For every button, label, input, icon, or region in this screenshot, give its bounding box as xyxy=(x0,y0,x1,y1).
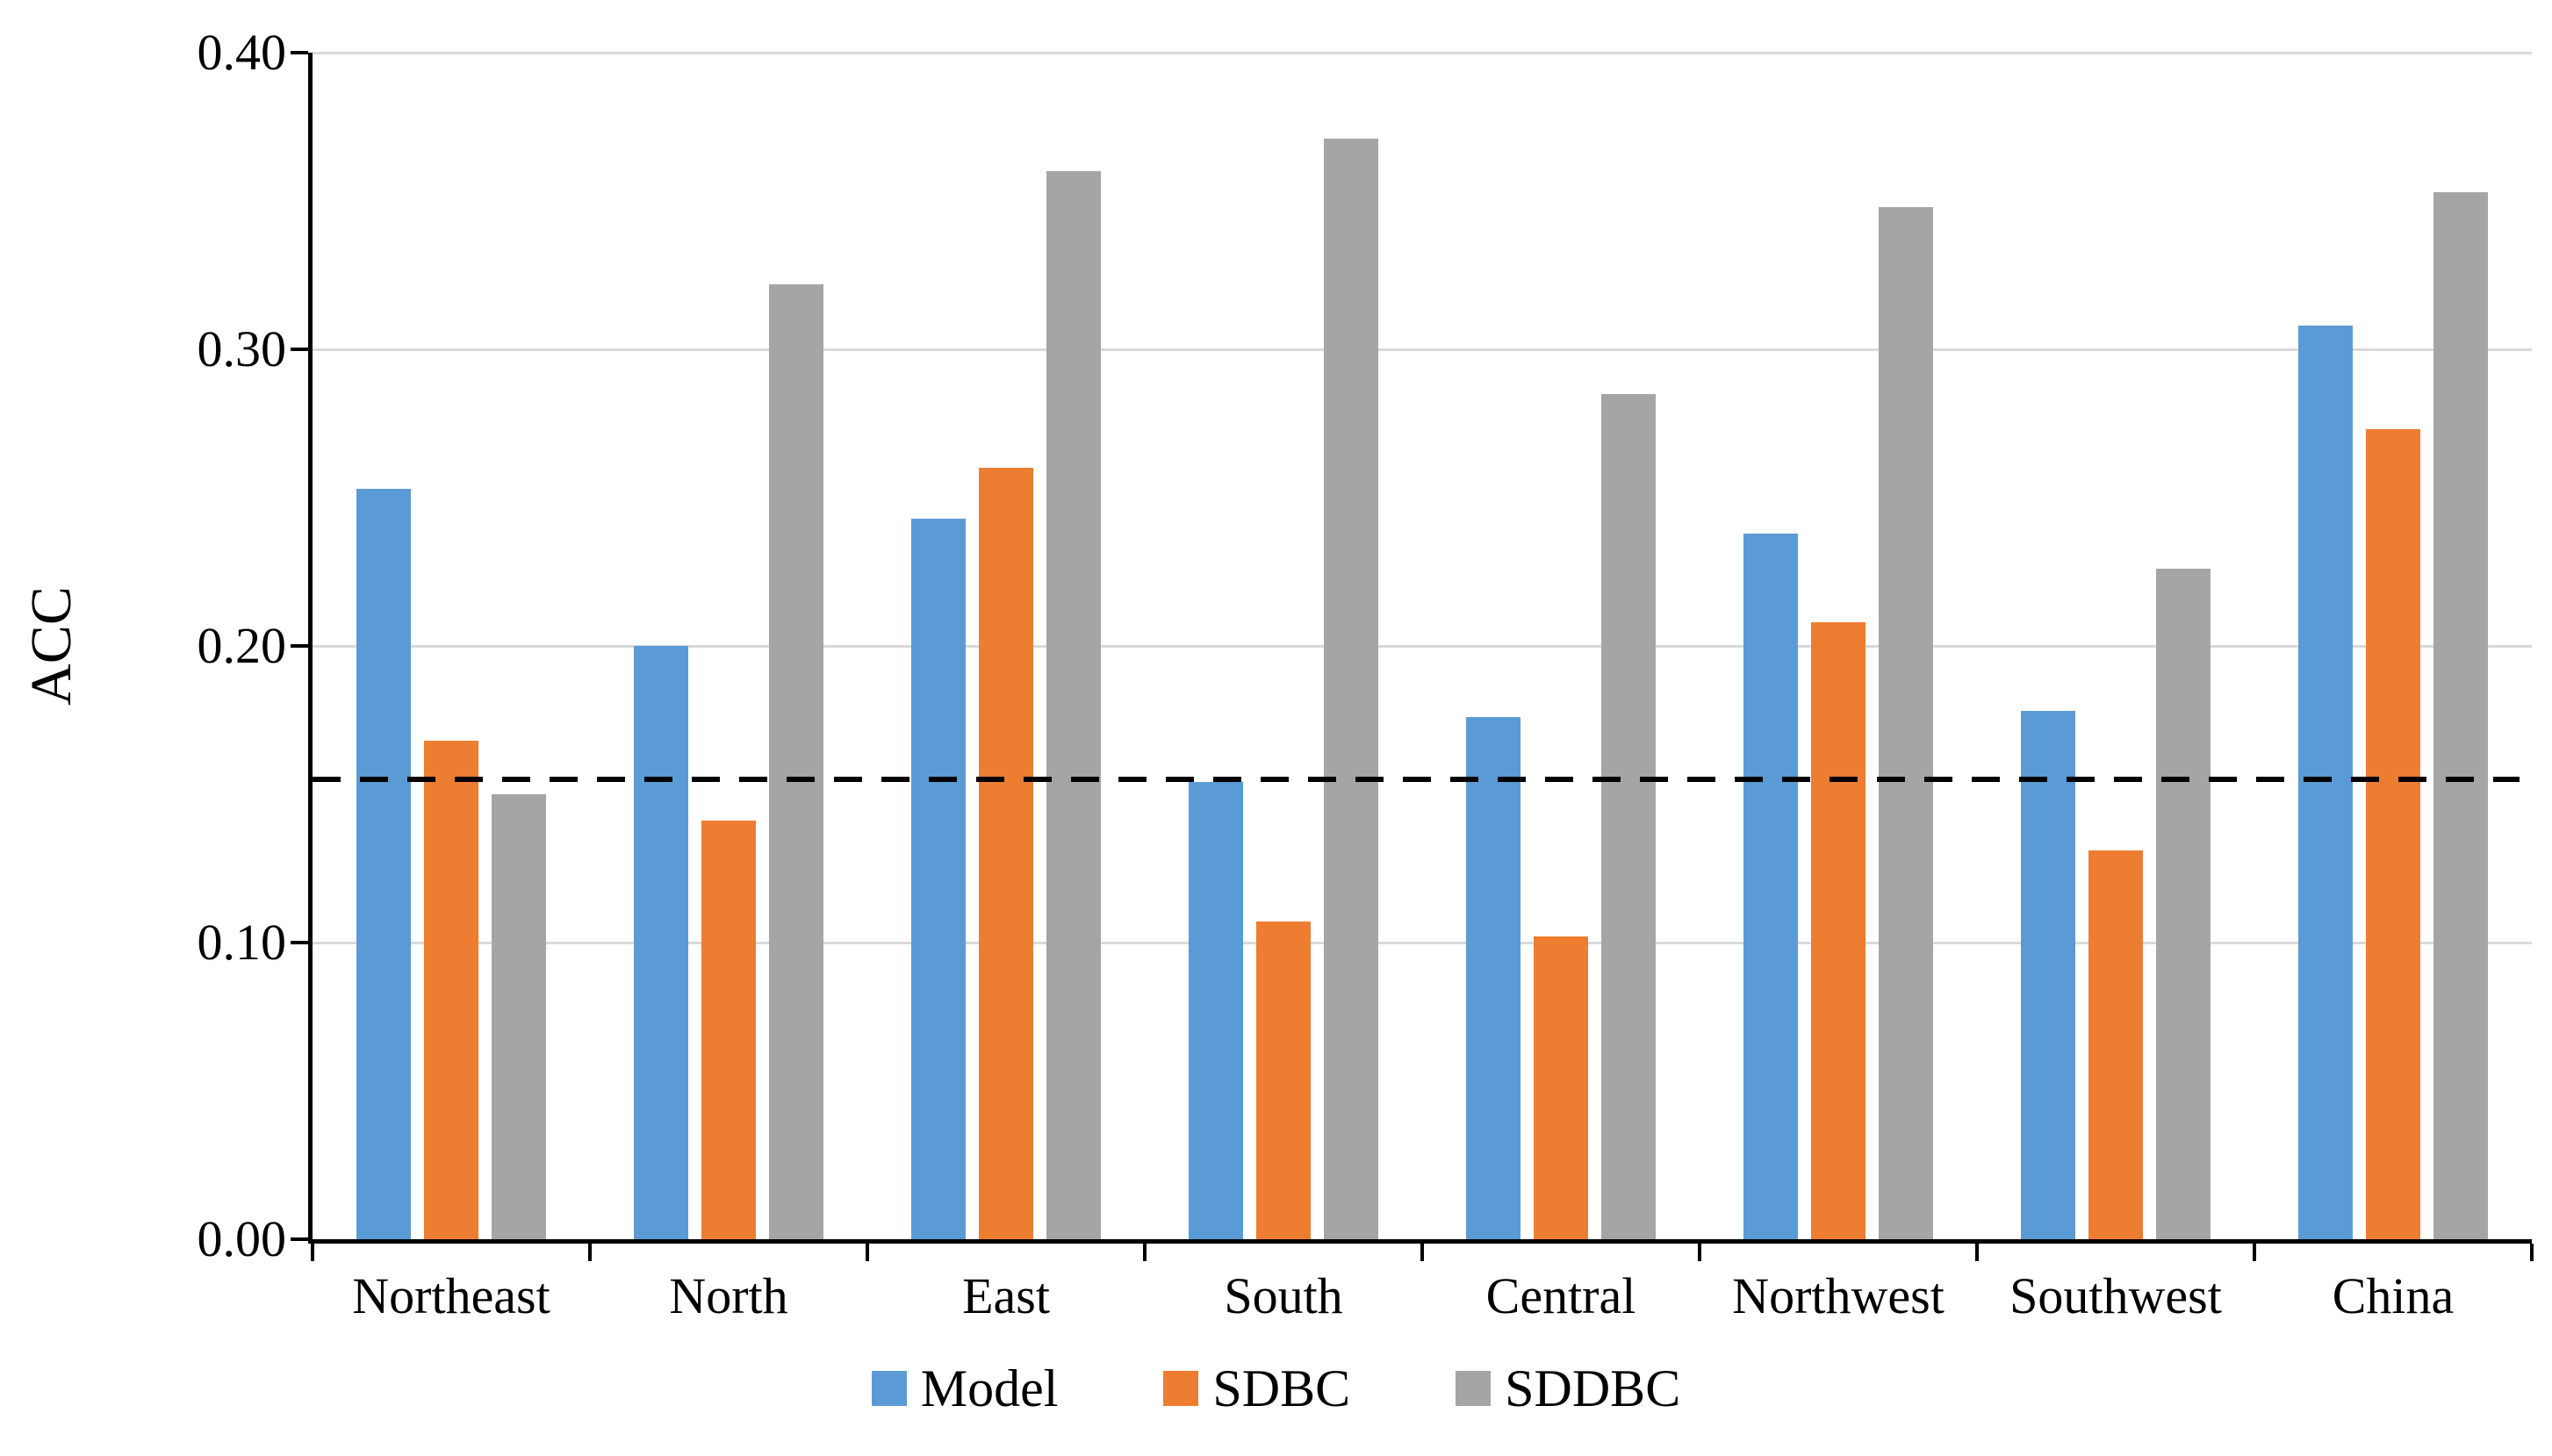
gridline-0.20 xyxy=(313,644,2532,648)
bar-model-china xyxy=(2298,325,2353,1239)
y-axis-line xyxy=(308,53,313,1244)
bar-sdbc-china xyxy=(2366,429,2420,1239)
x-tick-3 xyxy=(1143,1244,1147,1261)
y-tick-0.00 xyxy=(291,1237,308,1241)
x-tick-4 xyxy=(1420,1244,1424,1261)
gridline-0.30 xyxy=(313,348,2532,351)
reference-line xyxy=(313,777,2520,783)
bar-model-northeast xyxy=(356,488,411,1239)
bar-model-east xyxy=(911,518,966,1239)
x-category-label-north: North xyxy=(669,1267,788,1324)
bar-model-central xyxy=(1466,717,1520,1239)
x-tick-8 xyxy=(2530,1244,2534,1261)
bar-sdbc-east xyxy=(979,468,1033,1239)
x-category-label-south: South xyxy=(1224,1267,1343,1324)
bar-sdbc-central xyxy=(1534,936,1588,1239)
legend-label-sddbc: SDDBC xyxy=(1505,1359,1681,1417)
x-category-label-china: China xyxy=(2332,1267,2455,1324)
bar-model-northwest xyxy=(1743,533,1798,1239)
x-tick-6 xyxy=(1975,1244,1979,1261)
y-tick-0.20 xyxy=(291,644,308,648)
bar-sdbc-northeast xyxy=(424,741,478,1239)
x-category-label-central: Central xyxy=(1485,1267,1636,1324)
legend-swatch-sddbc xyxy=(1456,1371,1492,1406)
y-tick-0.10 xyxy=(291,941,308,944)
bar-sddbc-northwest xyxy=(1879,206,1933,1239)
legend: Model SDBC SDDBC xyxy=(0,1362,2552,1415)
bar-sddbc-south xyxy=(1324,139,1378,1239)
bar-model-north xyxy=(634,646,688,1239)
x-category-label-southwest: Southwest xyxy=(2009,1267,2222,1324)
legend-item-model: Model xyxy=(871,1359,1059,1417)
legend-swatch-model xyxy=(871,1371,907,1406)
y-tick-label-0.20: 0.20 xyxy=(197,617,287,674)
x-tick-0 xyxy=(311,1244,314,1261)
y-tick-0.40 xyxy=(291,51,308,54)
y-tick-0.30 xyxy=(291,348,308,351)
y-axis-tick-labels: 0.00 0.10 0.20 0.30 0.40 xyxy=(105,27,287,1265)
bar-sddbc-northeast xyxy=(492,794,546,1239)
legend-item-sddbc: SDDBC xyxy=(1456,1362,1680,1415)
bar-model-southwest xyxy=(2021,711,2075,1239)
bar-sddbc-china xyxy=(2433,191,2488,1239)
bar-sddbc-north xyxy=(769,283,823,1239)
x-tick-5 xyxy=(1698,1244,1701,1261)
plot-area xyxy=(291,51,2534,1261)
y-tick-label-0.30: 0.30 xyxy=(197,320,287,377)
legend-swatch-sdbc xyxy=(1163,1371,1199,1406)
bar-sdbc-south xyxy=(1256,922,1311,1239)
y-tick-label-0.40: 0.40 xyxy=(197,24,287,81)
legend-label-model: Model xyxy=(920,1359,1059,1417)
legend-item-sdbc: SDBC xyxy=(1163,1362,1350,1415)
x-axis-tick-labels: Northeast North East South Central Northwest S… xyxy=(313,1271,2532,1341)
x-category-label-northwest: Northwest xyxy=(1732,1267,1945,1324)
bar-sddbc-east xyxy=(1046,171,1101,1239)
y-tick-label-0.10: 0.10 xyxy=(197,914,287,971)
bar-model-south xyxy=(1189,782,1243,1239)
y-tick-label-0.00: 0.00 xyxy=(197,1210,287,1267)
x-category-label-northeast: Northeast xyxy=(352,1267,550,1324)
y-axis-title-text: ACC xyxy=(19,586,83,706)
x-axis-line xyxy=(308,1239,2532,1244)
bar-sdbc-southwest xyxy=(2088,850,2143,1239)
x-tick-7 xyxy=(2253,1244,2256,1261)
gridline-0.40 xyxy=(313,51,2532,54)
x-tick-1 xyxy=(588,1244,592,1261)
y-axis-title: ACC xyxy=(12,53,91,1239)
bar-sddbc-southwest xyxy=(2156,569,2211,1239)
legend-label-sdbc: SDBC xyxy=(1212,1359,1351,1417)
x-tick-2 xyxy=(866,1244,869,1261)
bar-sdbc-north xyxy=(701,821,756,1239)
x-category-label-east: East xyxy=(962,1267,1050,1324)
bar-sdbc-northwest xyxy=(1811,621,1865,1239)
gridline-0.10 xyxy=(313,941,2532,944)
bar-sddbc-central xyxy=(1601,393,1656,1239)
